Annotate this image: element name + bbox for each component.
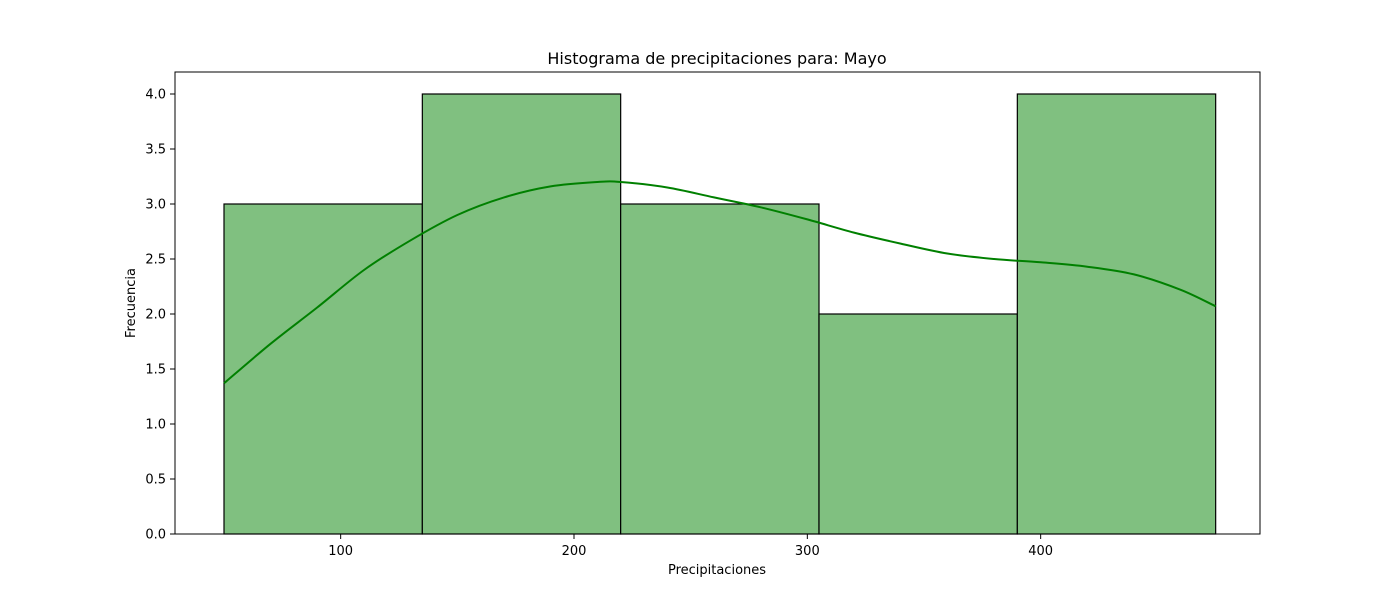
histogram-bar-5 (1016, 93, 1217, 535)
y-tick-label: 1.5 (145, 363, 166, 378)
kde-line (223, 180, 1217, 385)
x-tick-label: 200 (562, 544, 587, 559)
y-axis-label: Frecuencia (124, 268, 139, 338)
x-axis-ticks: 100 200 300 400 (328, 534, 1053, 559)
y-tick-label: 0.0 (145, 528, 166, 543)
y-tick-label: 2.0 (145, 308, 166, 323)
y-tick-label: 0.5 (145, 473, 166, 488)
histogram-bar-2 (421, 93, 622, 535)
bars-group (223, 93, 1217, 535)
x-tick-label: 400 (1028, 544, 1053, 559)
x-tick-label: 100 (328, 544, 353, 559)
histogram-bar-4 (818, 313, 1018, 535)
chart-title: Histograma de precipitaciones para: Mayo (547, 49, 886, 68)
x-axis-label: Precipitaciones (668, 563, 766, 578)
histogram-bar-3 (620, 203, 820, 535)
y-tick-label: 2.5 (145, 253, 166, 268)
plot-frame (174, 71, 1261, 535)
y-tick-label: 4.0 (145, 88, 166, 103)
y-axis-ticks: 0.0 0.5 1.0 1.5 2.0 2.5 3.0 3.5 4.0 (145, 88, 175, 543)
y-tick-label: 3.0 (145, 198, 166, 213)
y-tick-label: 1.0 (145, 418, 166, 433)
histogram-bar-1 (223, 203, 423, 535)
y-tick-label: 3.5 (145, 143, 166, 158)
x-tick-label: 300 (795, 544, 820, 559)
